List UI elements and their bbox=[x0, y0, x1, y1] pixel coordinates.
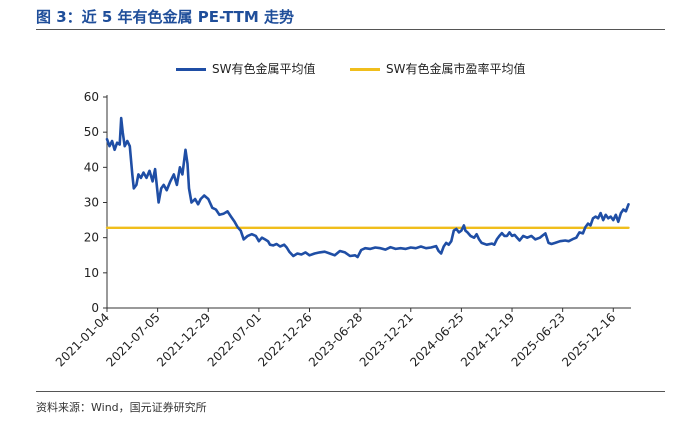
legend-item-pe: SW有色金属平均值 bbox=[176, 60, 315, 77]
legend-swatch-market bbox=[350, 68, 380, 71]
y-tick-label: 20 bbox=[84, 231, 99, 245]
legend-label-market: SW有色金属市盈率平均值 bbox=[386, 62, 526, 76]
title-divider bbox=[36, 29, 665, 30]
y-tick-label: 30 bbox=[84, 196, 99, 210]
y-tick-label: 50 bbox=[84, 125, 99, 139]
y-tick-label: 10 bbox=[84, 266, 99, 280]
series-line-pe-average bbox=[105, 116, 630, 259]
legend-item-market: SW有色金属市盈率平均值 bbox=[350, 60, 525, 77]
page-title: 图 3：近 5 年有色金属 PE-TTM 走势 bbox=[36, 8, 294, 26]
legend-label-pe: SW有色金属平均值 bbox=[212, 62, 316, 76]
footer-divider bbox=[36, 391, 665, 392]
legend-swatch-pe bbox=[176, 68, 206, 71]
pe-ttm-line-chart: 01020304050602021-01-042021-07-052021-12… bbox=[53, 90, 631, 369]
x-tick-label: 2025-12-16 bbox=[559, 310, 618, 369]
y-tick-label: 0 bbox=[91, 301, 99, 315]
source-note: 资料来源：Wind，国元证券研究所 bbox=[36, 401, 207, 414]
y-tick-label: 60 bbox=[84, 90, 99, 104]
y-tick-label: 40 bbox=[84, 160, 99, 174]
